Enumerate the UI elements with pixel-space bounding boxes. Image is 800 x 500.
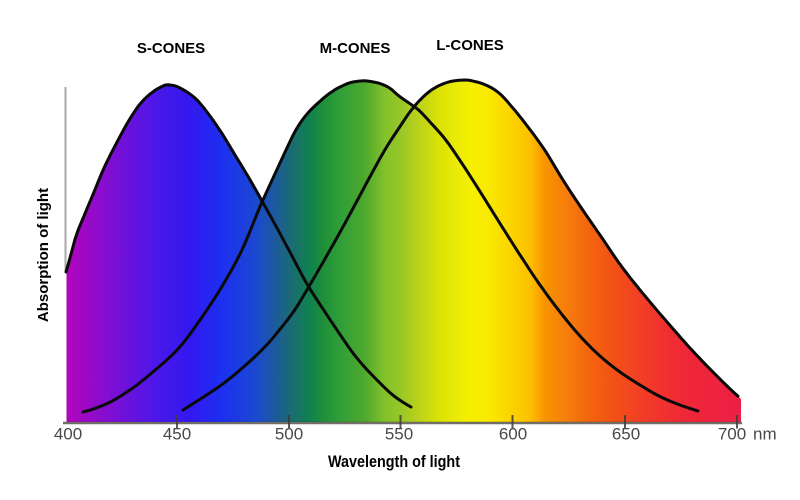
svg-text:500: 500: [275, 425, 303, 444]
svg-text:600: 600: [499, 425, 527, 444]
svg-text:nm: nm: [753, 425, 777, 444]
svg-text:550: 550: [385, 425, 413, 444]
svg-text:400: 400: [54, 425, 82, 444]
svg-text:S-CONES: S-CONES: [137, 40, 205, 57]
svg-text:700: 700: [718, 425, 746, 444]
svg-text:Wavelength of light: Wavelength of light: [328, 452, 460, 471]
svg-text:L-CONES: L-CONES: [436, 37, 504, 54]
svg-text:650: 650: [612, 425, 640, 444]
svg-text:Absorption of light: Absorption of light: [35, 188, 52, 322]
svg-text:M-CONES: M-CONES: [320, 40, 391, 57]
svg-text:450: 450: [163, 425, 191, 444]
